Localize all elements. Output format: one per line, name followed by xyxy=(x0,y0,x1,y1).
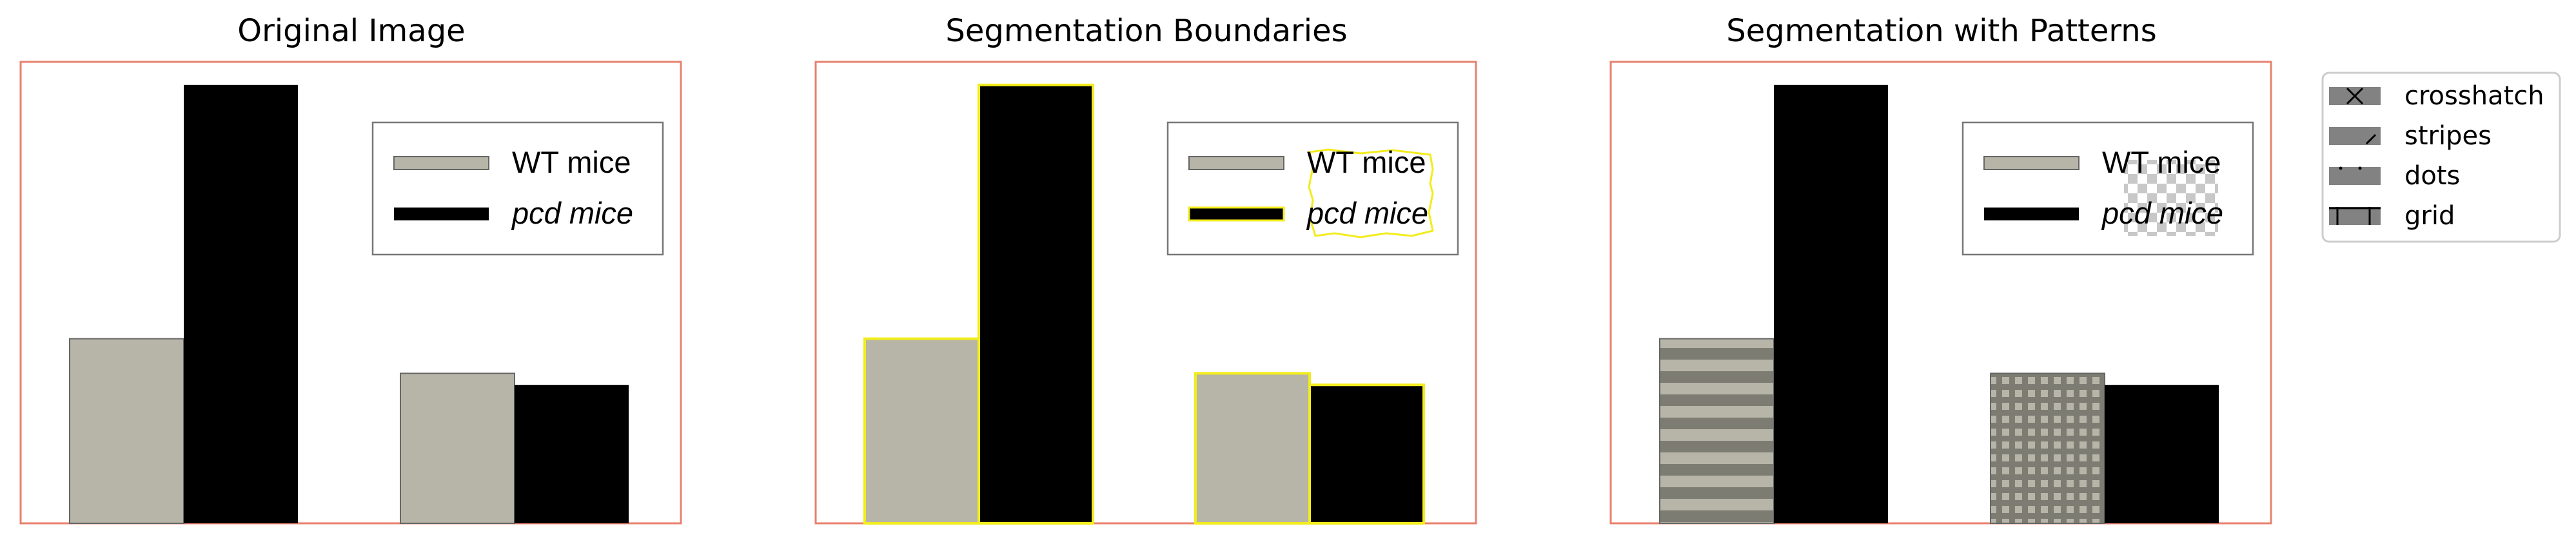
pattern-key-label: grid xyxy=(2404,201,2455,231)
pattern-key-item: crosshatch xyxy=(2329,81,2544,111)
stripes-icon xyxy=(2365,133,2377,145)
checker-overlay xyxy=(2124,160,2218,236)
legend: WT mice pcd mice xyxy=(1166,121,1459,256)
chart-panel-patterns: Segmentation with Patterns WT mice pcd m… xyxy=(1609,13,2272,525)
bar-pcd-group-1 xyxy=(978,83,1094,525)
bar-pcd-group-2 xyxy=(2105,385,2219,523)
pattern-key-legend: crosshatch stripes dots grid xyxy=(2321,72,2561,243)
bar-pcd-group-1 xyxy=(184,84,298,524)
chart-panel-boundaries: Segmentation Boundaries WT mice pcd mice xyxy=(814,13,1477,525)
legend-swatch-pcd xyxy=(1984,208,2079,220)
chart-title: Original Image xyxy=(237,13,465,49)
legend-label-pcd: pcd mice xyxy=(1306,196,1428,230)
pattern-key-item: stripes xyxy=(2329,121,2492,151)
bar-wt-group-1 xyxy=(69,338,184,524)
bar-pcd-group-2 xyxy=(1308,383,1425,525)
chart-title: Segmentation Boundaries xyxy=(945,13,1347,49)
bar-wt-group-2 xyxy=(1990,373,2105,524)
legend-label-wt: WT mice xyxy=(1307,145,1426,179)
legend-label-pcd: pcd mice xyxy=(511,196,633,230)
legend-label-pcd: pcd mice xyxy=(2101,196,2223,230)
pattern-key-item: dots xyxy=(2329,161,2460,191)
stripes-swatch xyxy=(2329,127,2381,145)
pattern-key-label: dots xyxy=(2404,161,2460,191)
chart-panel-original: Original Image WT mice pcd mice xyxy=(19,13,682,525)
dots-icon xyxy=(2339,166,2343,170)
legend: WT mice pcd mice xyxy=(1961,121,2254,256)
grid-icon xyxy=(2329,207,2381,225)
chart-title: Segmentation with Patterns xyxy=(1726,13,2156,49)
crosshatch-icon xyxy=(2346,87,2364,105)
legend-label-wt: WT mice xyxy=(512,145,631,179)
dots-swatch xyxy=(2329,167,2381,185)
bar-wt-group-1 xyxy=(1659,338,1775,524)
bar-wt-group-2 xyxy=(1194,372,1311,525)
legend-swatch-wt xyxy=(393,156,489,170)
segmentation-boundary-outline xyxy=(1308,148,1434,238)
legend-label-wt: WT mice xyxy=(2102,145,2221,179)
bar-wt-group-1 xyxy=(863,337,980,525)
legend-swatch-pcd xyxy=(1188,206,1285,222)
bar-wt-group-2 xyxy=(400,373,515,524)
bar-pcd-group-2 xyxy=(515,385,629,523)
pattern-key-label: stripes xyxy=(2404,121,2492,151)
legend-swatch-pcd xyxy=(394,208,489,220)
pattern-key-box xyxy=(2321,72,2561,243)
bar-pcd-group-1 xyxy=(1774,84,1888,524)
legend-swatch-wt xyxy=(1188,156,1284,170)
pattern-key-label: crosshatch xyxy=(2404,81,2544,111)
legend-box xyxy=(1166,121,1459,256)
legend: WT mice pcd mice xyxy=(371,121,664,256)
legend-swatch-wt xyxy=(1983,156,2079,170)
legend-box xyxy=(371,121,664,256)
pattern-key-item: grid xyxy=(2329,201,2455,231)
